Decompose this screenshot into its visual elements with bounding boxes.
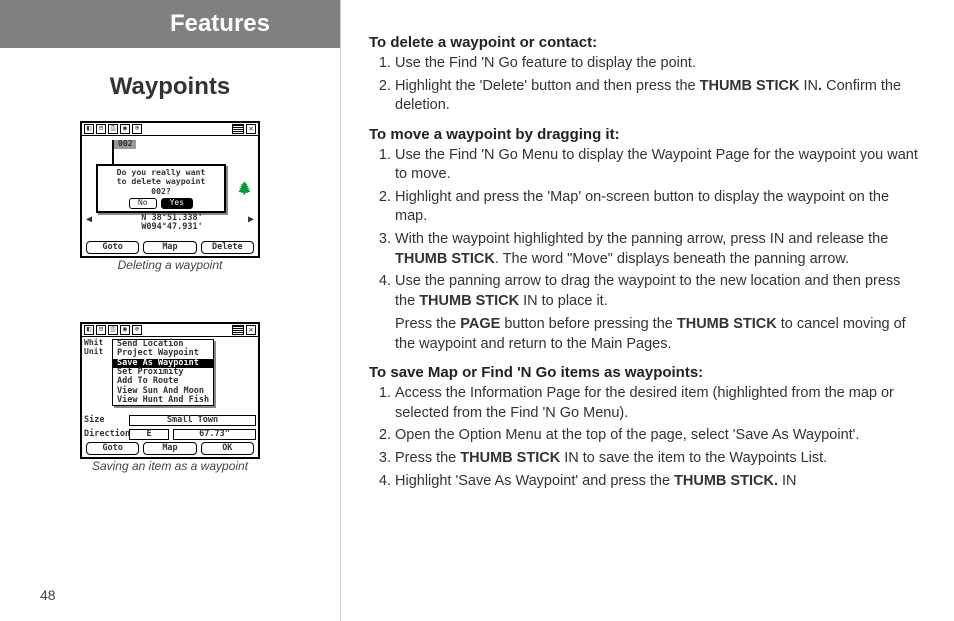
- figure-delete-waypoint: ◧ ⊟ ⍐ ◉ ⊕ ✕ Do you really w: [80, 121, 260, 272]
- heading-delete: To delete a waypoint or contact:: [369, 34, 924, 51]
- size-value: Small Town: [129, 415, 256, 426]
- device-body: Do you really want to delete waypoint 00…: [82, 136, 258, 256]
- goto-button: Goto: [86, 241, 139, 254]
- device-screen-1: ◧ ⊟ ⍐ ◉ ⊕ ✕ Do you really w: [80, 121, 260, 258]
- status-icon: ◧: [84, 325, 94, 335]
- close-icon: ✕: [246, 124, 256, 134]
- direction-value-2: 67.73": [173, 429, 256, 440]
- steps-move: Use the Find 'N Go Menu to display the W…: [369, 146, 924, 355]
- size-label: Size: [84, 416, 129, 425]
- menu-icon: [232, 325, 244, 335]
- step: Open the Option Menu at the top of the p…: [395, 426, 924, 446]
- status-icon: ⊟: [96, 124, 106, 134]
- goto-button: Goto: [86, 442, 139, 455]
- status-icon: ⊕: [132, 325, 142, 335]
- waypoint-flag-icon: [112, 140, 114, 166]
- delete-button: Delete: [201, 241, 254, 254]
- direction-label: Direction: [84, 430, 129, 439]
- right-arrow-icon: ▶: [248, 214, 254, 225]
- menu-item: View Hunt And Fish: [113, 396, 213, 405]
- heading-save: To save Map or Find 'N Go items as waypo…: [369, 364, 924, 381]
- menu-icon: [232, 124, 244, 134]
- device-bottom-bar: Goto Map OK: [86, 442, 254, 455]
- ok-button: OK: [201, 442, 254, 455]
- bg-labels: Whit Unit: [84, 339, 103, 357]
- figure-caption: Saving an item as a waypoint: [80, 459, 260, 473]
- status-icon: ◉: [120, 124, 130, 134]
- device-body: Whit Unit Send LocationProject WaypointS…: [82, 337, 258, 457]
- step: Highlight the 'Delete' button and then p…: [395, 77, 924, 116]
- status-icon: ◧: [84, 124, 94, 134]
- coord-lon: W094°47.931': [141, 222, 202, 232]
- steps-save: Access the Information Page for the desi…: [369, 384, 924, 491]
- map-button: Map: [143, 241, 196, 254]
- step: Highlight and press the 'Map' on-screen …: [395, 188, 924, 227]
- step: Press the THUMB STICK IN to save the ite…: [395, 449, 924, 469]
- close-icon: ✕: [246, 325, 256, 335]
- dialog-text: 002?: [151, 186, 171, 196]
- step: Access the Information Page for the desi…: [395, 384, 924, 423]
- step: Use the Find 'N Go Menu to display the W…: [395, 146, 924, 185]
- device-titlebar: ◧ ⊟ ⍐ ◉ ⊕ ✕: [82, 324, 258, 337]
- status-icon: ⊕: [132, 124, 142, 134]
- step: Use the Find 'N Go feature to display th…: [395, 54, 924, 74]
- direction-value-1: E: [129, 429, 169, 440]
- map-button: Map: [143, 442, 196, 455]
- step: Highlight 'Save As Waypoint' and press t…: [395, 472, 924, 492]
- direction-row: Direction E 67.73": [84, 429, 256, 440]
- left-arrow-icon: ◀: [86, 214, 92, 225]
- dialog-no-button: No: [129, 198, 157, 209]
- status-icon: ⍐: [108, 124, 118, 134]
- coordinates: N 38°51.338' W094°47.931': [102, 214, 242, 233]
- status-icon: ⍐: [108, 325, 118, 335]
- right-column: To delete a waypoint or contact: Use the…: [340, 0, 954, 621]
- confirm-dialog: Do you really want to delete waypoint 00…: [96, 164, 226, 213]
- size-row: Size Small Town: [84, 415, 256, 426]
- status-icon: ⊟: [96, 325, 106, 335]
- features-banner: Features: [0, 0, 340, 48]
- status-icon: ◉: [120, 325, 130, 335]
- section-title: Waypoints: [40, 73, 300, 101]
- tree-icon: 🌲: [237, 182, 252, 195]
- device-titlebar: ◧ ⊟ ⍐ ◉ ⊕ ✕: [82, 123, 258, 136]
- figure-save-waypoint: ◧ ⊟ ⍐ ◉ ⊕ ✕ Whit Unit: [80, 322, 260, 473]
- device-bottom-bar: Goto Map Delete: [86, 241, 254, 254]
- manual-page: Features Waypoints ◧ ⊟ ⍐ ◉ ⊕ ✕: [0, 0, 954, 621]
- steps-delete: Use the Find 'N Go feature to display th…: [369, 54, 924, 116]
- dialog-yes-button: Yes: [161, 198, 193, 209]
- figure-caption: Deleting a waypoint: [80, 258, 260, 272]
- page-number: 48: [40, 587, 56, 603]
- step: With the waypoint highlighted by the pan…: [395, 230, 924, 269]
- left-column: Features Waypoints ◧ ⊟ ⍐ ◉ ⊕ ✕: [0, 0, 340, 621]
- heading-move: To move a waypoint by dragging it:: [369, 126, 924, 143]
- step: Use the panning arrow to drag the waypoi…: [395, 272, 924, 354]
- options-menu: Send LocationProject WaypointSave As Way…: [112, 339, 214, 406]
- device-screen-2: ◧ ⊟ ⍐ ◉ ⊕ ✕ Whit Unit: [80, 322, 260, 459]
